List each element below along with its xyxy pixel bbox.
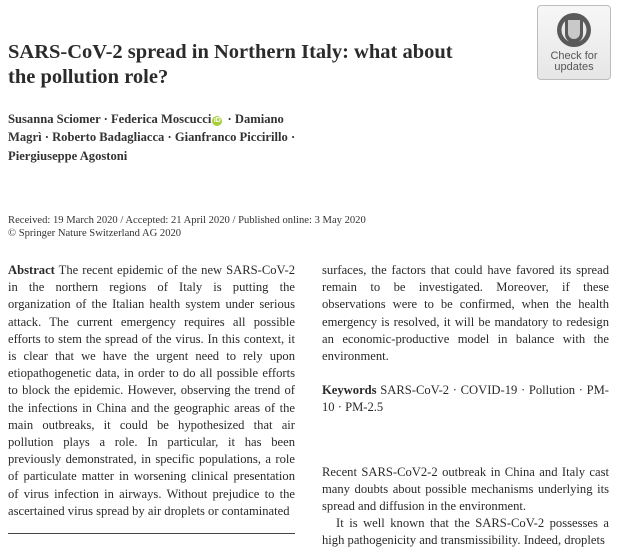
badge-label-line2: updates [554,61,594,73]
orcid-icon[interactable]: iD [212,116,223,126]
badge-label-line1: Check for [550,50,598,62]
authors-line2: Magrì · Roberto Badagliacca · Gianfranco… [8,130,296,145]
abstract-continuation: surfaces, the factors that could have fa… [322,263,609,364]
intro-paragraph-2: It is well known that the SARS-CoV-2 pos… [322,516,609,548]
author-list: Susanna Sciomer · Federica Moscucci iD · … [8,110,308,165]
keywords-paragraph: Keywords SARS-CoV-2 · COVID-19 · Polluti… [322,382,609,416]
check-for-updates-badge[interactable]: Check for updates [537,5,611,80]
footnote-divider [8,533,295,534]
left-column: Abstract The recent epidemic of the new … [8,262,295,520]
intro-paragraph-1: Recent SARS-CoV2-2 outbreak in China and… [322,464,609,514]
copyright-line: © Springer Nature Switzerland AG 2020 [8,227,182,239]
keywords-text: SARS-CoV-2 · COVID-19 · Pollution · PM-1… [322,383,609,415]
article-title: SARS-CoV-2 spread in Northern Italy: wha… [8,41,453,88]
crossmark-icon [557,13,591,47]
right-column: surfaces, the factors that could have fa… [322,262,609,550]
received-accepted-published: Received: 19 March 2020 / Accepted: 21 A… [8,215,366,226]
abstract-text: The recent epidemic of the new SARS-CoV-… [8,263,295,518]
authors-line1b: · Damiano [224,112,284,126]
authors-line1: Susanna Sciomer · Federica Moscucci [8,112,212,126]
abstract-label: Abstract [8,263,55,277]
publication-dates: Received: 19 March 2020 / Accepted: 21 A… [8,215,428,240]
abstract-paragraph: Abstract The recent epidemic of the new … [8,262,295,520]
authors-line3: Piergiuseppe Agostoni [8,148,128,163]
keywords-label: Keywords [322,383,377,398]
